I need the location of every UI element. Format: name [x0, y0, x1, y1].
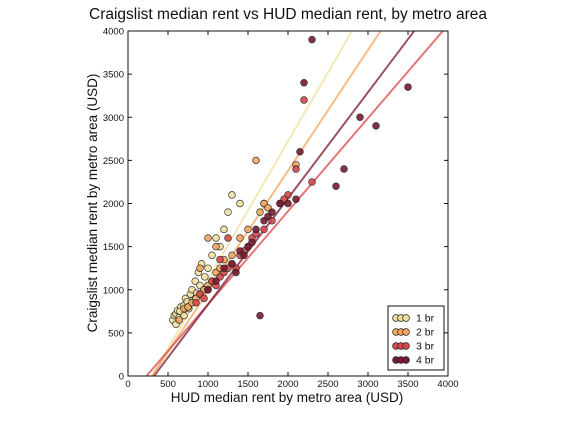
x-tick-label: 4000: [437, 379, 458, 390]
data-point: [248, 238, 256, 247]
legend: 1 br 2 br 3 br 4 br: [387, 305, 445, 371]
y-tick-label: 2000: [103, 199, 124, 210]
x-tick-label: 3500: [397, 379, 418, 390]
data-point: [356, 113, 364, 121]
data-point: [191, 277, 199, 285]
y-tick-label: 4000: [103, 27, 124, 38]
y-tick-label: 2500: [103, 156, 124, 167]
data-point: [296, 148, 304, 156]
legend-marker: [402, 342, 410, 350]
legend-marker: [402, 328, 410, 336]
data-point: [204, 264, 212, 272]
data-point: [256, 311, 264, 320]
y-tick-label: 0: [119, 372, 124, 383]
data-point: [332, 182, 340, 191]
x-tick-label: 1500: [237, 379, 258, 390]
data-point: [236, 234, 244, 242]
fit-line-2: [150, 31, 382, 376]
data-point: [292, 195, 300, 203]
x-axis-label: HUD median rent by metro area (USD): [171, 390, 404, 405]
data-point: [300, 78, 308, 87]
series-4: [204, 35, 412, 320]
data-point: [201, 273, 209, 281]
data-point: [212, 234, 220, 242]
legend-item-3: 3 br: [392, 341, 435, 353]
data-point: [236, 199, 244, 208]
data-point: [308, 178, 316, 186]
fit-line-1: [150, 31, 354, 376]
data-point: [252, 156, 260, 165]
y-tick-label: 3500: [103, 70, 124, 81]
fit-line-3: [145, 31, 445, 376]
data-point: [204, 286, 212, 294]
data-point: [208, 251, 216, 260]
legend-label: 4 br: [416, 355, 435, 367]
legend-item-2: 2 br: [392, 327, 435, 339]
data-point: [212, 277, 220, 285]
data-point: [260, 225, 268, 234]
x-tick-label: 2500: [317, 379, 338, 390]
data-point: [300, 96, 308, 104]
data-point: [372, 122, 380, 130]
data-point: [216, 255, 224, 264]
data-point: [232, 268, 240, 277]
x-tick-label: 2000: [277, 379, 298, 390]
data-point: [228, 191, 236, 199]
data-point: [276, 199, 284, 208]
x-tick-label: 500: [160, 379, 176, 390]
data-point: [204, 234, 212, 242]
legend-item-1: 1 br: [392, 313, 435, 325]
y-tick-label: 3000: [103, 113, 124, 124]
plot-area: [145, 31, 445, 376]
legend-marker: [402, 314, 410, 322]
legend-item-4: 4 br: [392, 355, 435, 367]
data-point: [252, 225, 260, 234]
data-point: [284, 199, 292, 208]
data-point: [256, 208, 264, 216]
data-point: [220, 264, 228, 272]
data-point: [224, 208, 232, 216]
legend-label: 3 br: [416, 341, 435, 353]
chart-title: Craigslist median rent vs HUD median ren…: [89, 6, 487, 23]
y-axis-label: Craigslist median rent by metro area (US…: [85, 74, 100, 333]
data-point: [192, 298, 200, 307]
legend-label: 2 br: [416, 327, 435, 339]
data-point: [212, 242, 220, 251]
data-point: [268, 208, 276, 216]
x-tick-label: 1000: [197, 379, 218, 390]
data-point: [224, 234, 232, 242]
data-point: [200, 294, 208, 303]
y-tick-label: 1000: [103, 285, 124, 296]
data-point: [175, 316, 183, 324]
y-tick-label: 1500: [103, 242, 124, 253]
x-tick-label: 0: [125, 379, 130, 390]
y-tick-label: 500: [108, 328, 124, 339]
data-point: [404, 83, 412, 91]
x-tick-label: 3000: [357, 379, 378, 390]
legend-marker: [402, 356, 410, 364]
data-point: [340, 165, 348, 173]
data-point: [220, 225, 228, 234]
legend-label: 1 br: [416, 313, 435, 325]
data-point: [228, 260, 236, 268]
data-point: [240, 251, 248, 260]
data-point: [244, 225, 252, 234]
data-point: [228, 251, 236, 260]
data-point: [292, 165, 300, 173]
data-point: [196, 264, 204, 272]
data-point: [308, 35, 316, 44]
